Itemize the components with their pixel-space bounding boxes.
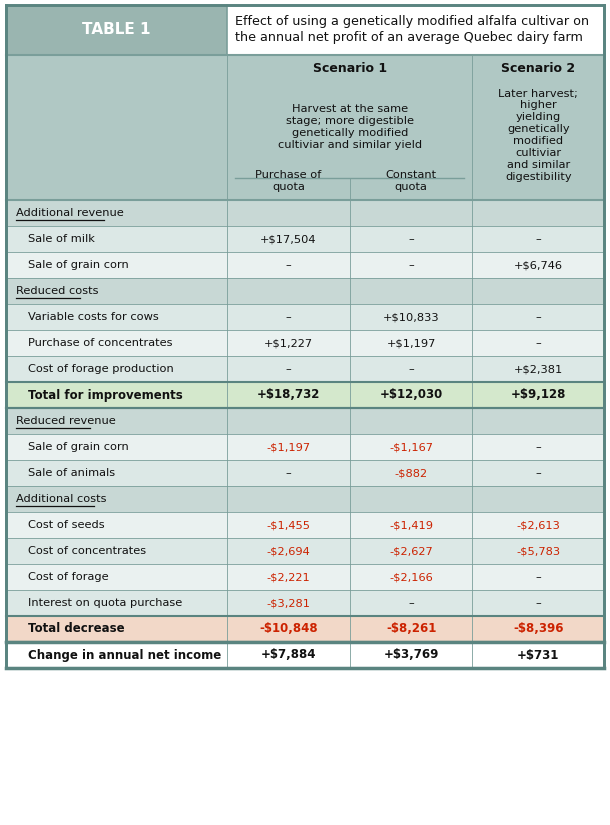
Bar — [6, 538, 604, 564]
Text: Constant
quota: Constant quota — [386, 170, 437, 192]
Text: Later harvest;
higher
yielding
genetically
modified
cultiviar
and similar
digest: Later harvest; higher yielding genetical… — [498, 88, 578, 182]
Text: -$1,197: -$1,197 — [267, 442, 310, 452]
Bar — [6, 278, 604, 304]
Text: Total for improvements: Total for improvements — [28, 389, 183, 402]
Text: –: – — [536, 598, 541, 608]
Text: –: – — [536, 338, 541, 348]
Text: +$18,732: +$18,732 — [257, 389, 320, 402]
Text: -$2,221: -$2,221 — [267, 572, 310, 582]
Text: -$3,281: -$3,281 — [267, 598, 310, 608]
Text: +$17,504: +$17,504 — [260, 234, 317, 244]
Text: Additional costs: Additional costs — [16, 494, 107, 504]
Text: Interest on quota purchase: Interest on quota purchase — [28, 598, 182, 608]
Bar — [6, 564, 604, 590]
Text: –: – — [536, 468, 541, 478]
Bar — [6, 356, 604, 382]
Text: -$1,419: -$1,419 — [389, 520, 433, 530]
Text: -$2,613: -$2,613 — [516, 520, 560, 530]
Text: -$1,455: -$1,455 — [267, 520, 310, 530]
Bar — [6, 5, 228, 55]
Text: Reduced revenue: Reduced revenue — [16, 416, 116, 426]
Text: –: – — [408, 260, 414, 270]
Text: Cost of forage production: Cost of forage production — [28, 364, 174, 374]
Text: Additional revenue: Additional revenue — [16, 208, 124, 218]
Text: Sale of milk: Sale of milk — [28, 234, 95, 244]
Text: Sale of grain corn: Sale of grain corn — [28, 442, 129, 452]
Text: –: – — [408, 364, 414, 374]
Text: –: – — [408, 234, 414, 244]
Text: -$1,167: -$1,167 — [389, 442, 433, 452]
Bar — [6, 382, 604, 408]
Bar — [6, 642, 604, 668]
Text: Sale of grain corn: Sale of grain corn — [28, 260, 129, 270]
Text: +$731: +$731 — [517, 648, 559, 662]
Text: -$5,783: -$5,783 — [516, 546, 560, 556]
Text: Purchase of
quota: Purchase of quota — [256, 170, 321, 192]
Text: –: – — [285, 468, 292, 478]
Bar — [6, 252, 604, 278]
Text: Sale of animals: Sale of animals — [28, 468, 115, 478]
Text: +$7,884: +$7,884 — [261, 648, 317, 662]
Text: +$2,381: +$2,381 — [514, 364, 563, 374]
Bar — [6, 330, 604, 356]
Text: -$10,848: -$10,848 — [259, 623, 318, 635]
Text: Variable costs for cows: Variable costs for cows — [28, 312, 159, 322]
Text: -$2,166: -$2,166 — [389, 572, 433, 582]
Text: Purchase of concentrates: Purchase of concentrates — [28, 338, 173, 348]
Text: Scenario 2: Scenario 2 — [501, 63, 575, 76]
Text: Cost of concentrates: Cost of concentrates — [28, 546, 146, 556]
Text: –: – — [285, 260, 292, 270]
Text: Harvest at the same
stage; more digestible
genetically modified
cultiviar and si: Harvest at the same stage; more digestib… — [278, 104, 422, 150]
Text: Total decrease: Total decrease — [28, 623, 124, 635]
Text: –: – — [536, 312, 541, 322]
Text: +$1,227: +$1,227 — [264, 338, 313, 348]
Bar — [6, 408, 604, 434]
Text: -$8,261: -$8,261 — [386, 623, 436, 635]
Bar — [6, 486, 604, 512]
Text: –: – — [285, 312, 292, 322]
Bar — [6, 616, 604, 642]
Bar — [6, 304, 604, 330]
Text: +$10,833: +$10,833 — [383, 312, 439, 322]
Bar — [6, 512, 604, 538]
Text: Cost of seeds: Cost of seeds — [28, 520, 105, 530]
Text: Reduced costs: Reduced costs — [16, 286, 98, 296]
Text: -$882: -$882 — [395, 468, 428, 478]
Bar — [6, 55, 604, 200]
Text: +$1,197: +$1,197 — [387, 338, 436, 348]
Bar — [6, 590, 604, 616]
Text: Effect of using a genetically modified alfalfa cultivar on
the annual net profit: Effect of using a genetically modified a… — [235, 16, 589, 45]
Bar — [6, 434, 604, 460]
Text: -$8,396: -$8,396 — [513, 623, 564, 635]
Bar — [6, 226, 604, 252]
Text: -$2,627: -$2,627 — [389, 546, 433, 556]
Bar — [6, 5, 604, 668]
Text: +$3,769: +$3,769 — [384, 648, 439, 662]
Text: Change in annual net income: Change in annual net income — [28, 648, 221, 662]
Text: Scenario 1: Scenario 1 — [313, 63, 387, 76]
Text: -$2,694: -$2,694 — [267, 546, 310, 556]
Text: +$9,128: +$9,128 — [511, 389, 566, 402]
Text: –: – — [536, 572, 541, 582]
Text: Cost of forage: Cost of forage — [28, 572, 109, 582]
Bar — [6, 200, 604, 226]
Text: TABLE 1: TABLE 1 — [82, 22, 151, 37]
Bar — [228, 5, 604, 55]
Bar — [6, 460, 604, 486]
Text: –: – — [408, 598, 414, 608]
Text: –: – — [285, 364, 292, 374]
Text: –: – — [536, 442, 541, 452]
Text: –: – — [536, 234, 541, 244]
Text: +$12,030: +$12,030 — [379, 389, 443, 402]
Text: +$6,746: +$6,746 — [514, 260, 562, 270]
